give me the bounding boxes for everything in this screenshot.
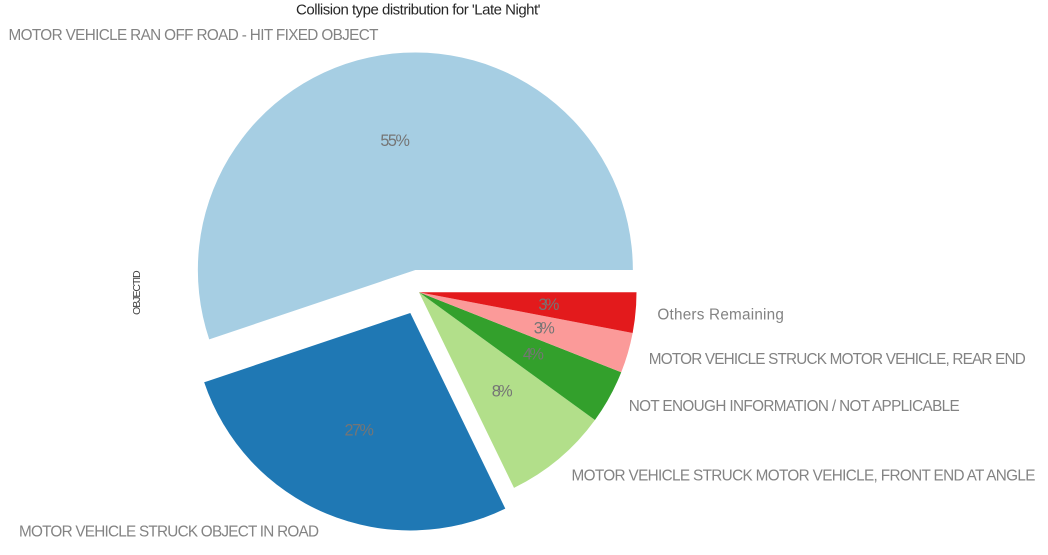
svg-text:27%: 27% — [344, 422, 374, 440]
svg-text:MOTOR VEHICLE STRUCK OBJECT IN: MOTOR VEHICLE STRUCK OBJECT IN ROAD — [19, 523, 319, 540]
svg-text:Others Remaining: Others Remaining — [657, 306, 784, 323]
svg-text:4%: 4% — [523, 346, 544, 364]
svg-text:MOTOR VEHICLE STRUCK MOTOR VEH: MOTOR VEHICLE STRUCK MOTOR VEHICLE, REAR… — [649, 351, 1026, 368]
svg-text:OBJECTID: OBJECTID — [131, 270, 143, 315]
svg-text:3%: 3% — [538, 296, 559, 314]
svg-text:MOTOR VEHICLE STRUCK MOTOR VEH: MOTOR VEHICLE STRUCK MOTOR VEHICLE, FRON… — [572, 467, 1036, 484]
svg-text:Collision type distribution fo: Collision type distribution for 'Late Ni… — [296, 1, 541, 18]
svg-text:NOT ENOUGH INFORMATION / NOT A: NOT ENOUGH INFORMATION / NOT APPLICABLE — [629, 398, 960, 415]
svg-text:8%: 8% — [492, 383, 513, 401]
svg-text:MOTOR VEHICLE RAN OFF ROAD - H: MOTOR VEHICLE RAN OFF ROAD - HIT FIXED O… — [9, 27, 379, 44]
svg-text:3%: 3% — [534, 320, 555, 338]
svg-text:55%: 55% — [380, 132, 410, 150]
